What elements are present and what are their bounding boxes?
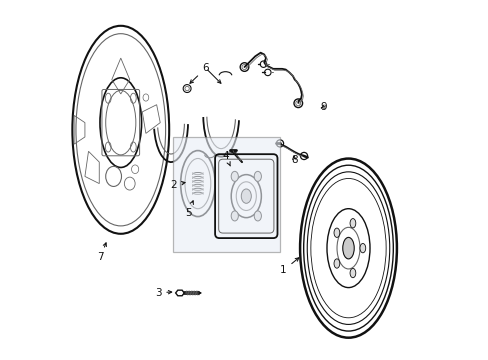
Ellipse shape [349, 219, 355, 228]
Ellipse shape [231, 211, 238, 221]
Text: 5: 5 [184, 201, 193, 217]
Text: 6: 6 [189, 63, 209, 83]
Ellipse shape [349, 268, 355, 278]
Text: 3: 3 [154, 288, 171, 298]
Text: 1: 1 [280, 258, 298, 275]
Ellipse shape [333, 259, 339, 268]
Text: 9: 9 [320, 102, 327, 112]
Text: 2: 2 [170, 180, 184, 190]
Ellipse shape [231, 171, 238, 181]
Ellipse shape [359, 243, 365, 253]
Text: 4: 4 [222, 150, 230, 166]
Ellipse shape [342, 237, 353, 259]
Ellipse shape [254, 171, 261, 181]
Ellipse shape [241, 189, 251, 203]
Text: 7: 7 [97, 243, 106, 262]
Bar [172, 137, 280, 252]
Ellipse shape [333, 228, 339, 237]
Text: 8: 8 [290, 155, 297, 165]
Ellipse shape [254, 211, 261, 221]
